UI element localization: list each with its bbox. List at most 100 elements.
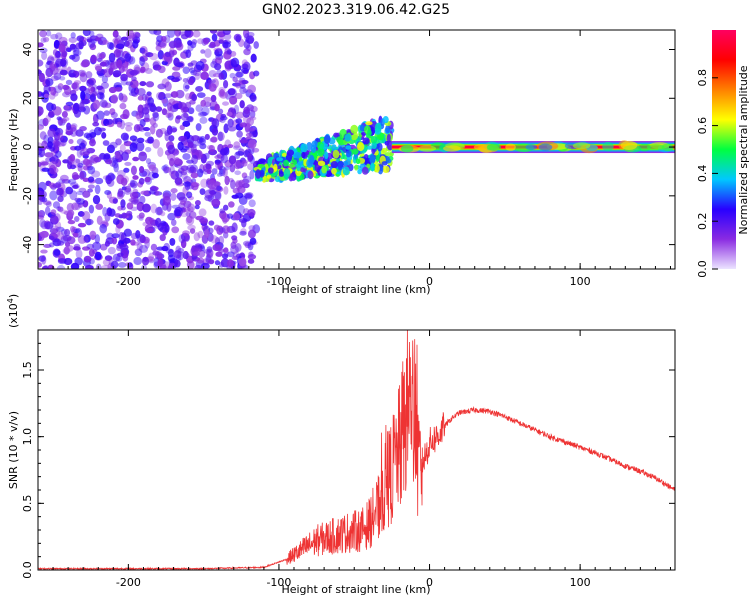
- spectrogram-speckle: [189, 99, 196, 105]
- spectrogram-streak: [317, 147, 325, 156]
- spectrogram-speckle: [137, 95, 144, 101]
- spectrogram-speckle: [115, 43, 125, 50]
- spectrogram-speckle: [194, 264, 203, 269]
- spectrogram-speckle: [185, 211, 191, 217]
- spectrogram-speckle: [135, 110, 143, 116]
- spectrogram-speckle: [231, 222, 238, 233]
- spectrogram-speckle: [86, 79, 94, 87]
- snr-multiplier-close: ): [7, 294, 20, 298]
- spectrogram-speckle: [62, 159, 70, 164]
- spectrogram-speckle: [116, 243, 124, 249]
- spectrogram-speckle: [175, 115, 182, 120]
- spectrogram-speckle: [239, 100, 245, 109]
- spectrogram-speckle: [78, 101, 85, 111]
- spectrogram-speckle: [204, 133, 210, 140]
- spectrogram-speckle: [68, 73, 76, 78]
- spectrogram-speckle: [167, 144, 176, 155]
- spectrogram-speckle: [229, 95, 238, 105]
- spectrogram-speckle: [88, 39, 96, 48]
- spectrogram-speckle: [194, 200, 201, 206]
- spectrogram-speckle: [221, 253, 229, 260]
- spectrogram-speckle: [105, 159, 113, 165]
- spectrogram-speckle: [194, 243, 203, 250]
- spectrogram-speckle: [218, 165, 226, 175]
- spectrogram-carrier-blob: [620, 140, 638, 150]
- spectrogram-speckle: [52, 201, 61, 209]
- spectrogram-speckle: [115, 138, 122, 146]
- spectrogram-speckle: [182, 82, 190, 92]
- spectrogram-speckle: [76, 35, 85, 42]
- spectrogram-streak: [278, 170, 285, 177]
- spectrogram-speckle: [161, 98, 168, 104]
- spectrogram-speckle: [241, 63, 249, 70]
- spectrogram-speckle: [204, 48, 212, 59]
- spectrogram-speckle: [77, 211, 85, 217]
- spectrogram-speckle: [49, 164, 57, 175]
- spectrogram-speckle: [55, 226, 65, 232]
- spectrogram-speckle: [66, 202, 75, 212]
- snr-x-tick-label: 0: [426, 576, 433, 589]
- spectrogram-speckle: [50, 209, 57, 215]
- spectrogram-speckle: [83, 150, 90, 156]
- spectrogram-speckle: [191, 181, 198, 187]
- spectrogram-speckle: [76, 190, 84, 196]
- spectrogram-carrier-blob: [572, 142, 591, 150]
- spectrogram-speckle: [169, 165, 175, 175]
- spectrogram-speckle: [38, 198, 43, 206]
- spectrogram-speckle: [223, 123, 229, 134]
- spectrogram-speckle: [170, 91, 179, 98]
- colorbar-tick-label: 0.4: [696, 165, 709, 183]
- spectrogram-speckle: [101, 264, 111, 269]
- snr-x-ticks: -200 -100 0 100: [52, 330, 671, 589]
- spectrogram-speckle: [79, 126, 87, 132]
- spectrogram-speckle: [136, 214, 144, 219]
- spectrogram-speckle: [253, 41, 259, 49]
- spectrogram-speckle: [55, 150, 62, 158]
- spectrogram-speckle: [38, 212, 44, 218]
- spectrogram-speckle: [199, 143, 207, 150]
- spectrogram-streak: [311, 140, 318, 148]
- spectrogram-speckle: [44, 221, 54, 230]
- spectrogram-speckle: [150, 243, 158, 251]
- spectrogram-streak: [319, 143, 324, 149]
- spectrogram-speckle: [48, 235, 55, 240]
- spectrogram-speckle: [249, 169, 255, 180]
- spectrogram-speckle: [247, 127, 256, 132]
- spectrogram-speckle: [63, 104, 70, 110]
- spectrogram-speckle: [214, 260, 221, 266]
- spectrogram-speckle: [189, 228, 196, 234]
- spectrogram-streak: [386, 133, 391, 143]
- spectrogram-speckle: [144, 131, 151, 137]
- spectrogram-speckle: [232, 212, 241, 221]
- spectrogram-speckle: [235, 181, 244, 190]
- spectrogram-speckle: [169, 238, 176, 246]
- spectrogram-speckle: [141, 49, 149, 57]
- spectrogram-speckle: [114, 213, 121, 218]
- spectrogram-speckle: [56, 231, 64, 241]
- spectrogram-speckle: [50, 33, 59, 40]
- spectrogram-speckle: [126, 202, 134, 210]
- spectrogram-speckle: [141, 203, 151, 213]
- spectrogram-speckle: [189, 67, 196, 74]
- spectrogram-streak: [350, 124, 359, 134]
- spectrogram-speckle: [166, 108, 174, 118]
- spectrogram-speckle: [168, 171, 175, 177]
- spectrogram-speckle: [38, 262, 43, 268]
- spectrogram-streak: [332, 149, 340, 159]
- spectrogram-speckle: [135, 230, 141, 239]
- spectrogram-speckle: [197, 38, 204, 45]
- spectrogram-speckle: [121, 151, 129, 161]
- spectrogram-streak: [331, 167, 337, 175]
- spectrogram-marks: [38, 30, 675, 269]
- spectrogram-speckle: [234, 243, 242, 252]
- colorbar-tick-label: 0.0: [696, 260, 709, 278]
- spectrogram-speckle: [65, 47, 72, 52]
- snr-x-tick-label: -200: [116, 576, 141, 589]
- spectrogram-speckle: [38, 142, 42, 147]
- spectrogram-speckle: [222, 167, 228, 178]
- spectrogram-speckle: [69, 225, 76, 233]
- spectrogram-speckle: [186, 164, 195, 174]
- spectrogram-speckle: [50, 86, 57, 96]
- spectrogram-speckle: [241, 160, 248, 167]
- snr-panel: -200 -100 0 100 0.0 0.5 1.0 1.5 Height of stra…: [6, 294, 676, 596]
